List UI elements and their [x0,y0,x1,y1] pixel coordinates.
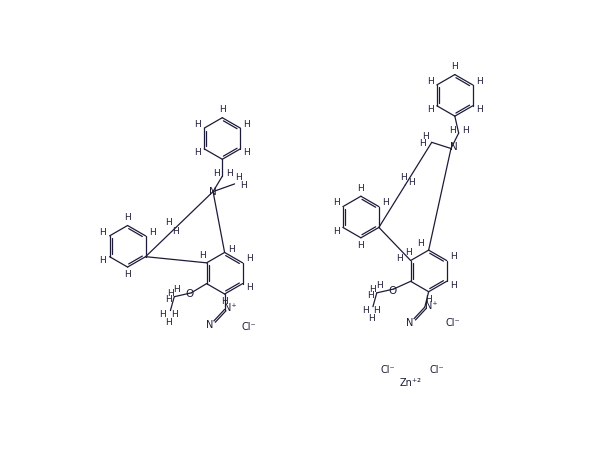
Text: H: H [159,310,166,319]
Text: H: H [427,105,433,114]
Text: H: H [167,289,174,298]
Text: H: H [124,270,131,279]
Text: H: H [396,254,403,264]
Text: Cl⁻: Cl⁻ [445,318,460,327]
Text: H: H [221,297,228,306]
Text: H: H [462,125,469,135]
Text: H: H [246,254,253,264]
Text: H: H [173,284,180,294]
Text: H: H [450,252,457,261]
Text: H: H [213,169,219,178]
Text: H: H [450,281,457,290]
Text: H: H [246,283,253,292]
Text: H: H [333,227,340,236]
Text: H: H [166,318,172,327]
Text: Cl⁻: Cl⁻ [241,322,256,332]
Text: H: H [373,306,380,315]
Text: H: H [226,169,232,177]
Text: N: N [209,187,217,196]
Text: H: H [219,106,226,114]
Text: H: H [235,173,242,182]
Text: N: N [406,318,414,327]
Text: H: H [426,295,432,304]
Text: H: H [368,314,375,323]
Text: H: H [408,178,415,187]
Text: H: H [358,241,364,250]
Text: H: H [173,227,179,236]
Text: H: H [370,285,376,294]
Text: H: H [171,310,178,319]
Text: H: H [244,148,250,157]
Text: H: H [194,148,201,157]
Text: H: H [228,245,235,254]
Text: H: H [333,198,340,207]
Text: H: H [100,228,106,236]
Text: H: H [194,120,201,129]
Text: O: O [388,286,396,296]
Text: H: H [427,77,433,86]
Text: H: H [449,125,456,135]
Text: Cl⁻: Cl⁻ [380,365,395,375]
Text: H: H [422,132,429,141]
Text: H: H [240,181,247,190]
Text: H: H [375,281,383,290]
Text: H: H [165,218,172,226]
Text: H: H [164,296,172,304]
Text: H: H [200,251,206,260]
Text: N: N [450,142,458,152]
Text: N: N [206,320,213,330]
Text: H: H [405,248,412,257]
Text: H: H [451,62,458,71]
Text: H: H [100,256,106,265]
Text: H: H [476,105,483,114]
Text: H: H [401,173,407,182]
Text: N⁺: N⁺ [225,303,237,313]
Text: H: H [358,184,364,193]
Text: Cl⁻: Cl⁻ [429,365,443,375]
Text: H: H [476,77,483,86]
Text: H: H [418,239,424,248]
Text: H: H [244,120,250,129]
Text: Zn⁺²: Zn⁺² [400,378,422,388]
Text: H: H [362,306,368,315]
Text: N⁺: N⁺ [424,301,437,311]
Text: H: H [149,228,156,236]
Text: H: H [124,213,131,222]
Text: H: H [382,198,389,207]
Text: H: H [367,291,374,300]
Text: O: O [185,290,194,299]
Text: H: H [419,139,426,148]
